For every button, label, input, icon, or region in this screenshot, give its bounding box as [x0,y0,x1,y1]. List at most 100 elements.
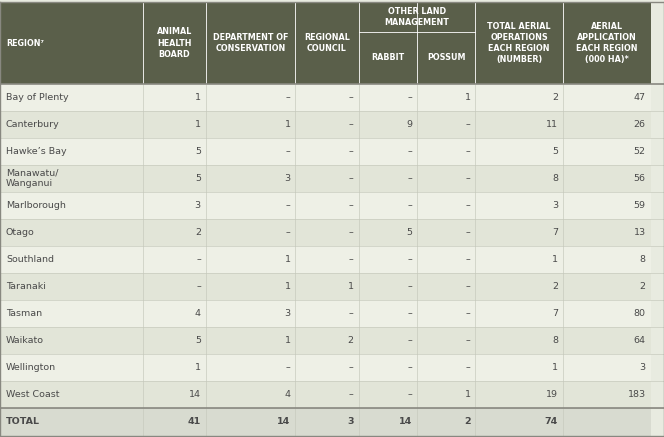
Bar [0,381,143,408]
Bar [295,327,359,354]
Text: –: – [349,390,353,399]
Text: 2: 2 [552,93,558,102]
Bar [143,273,206,300]
Text: West Coast: West Coast [6,390,60,399]
Text: –: – [349,363,353,372]
Text: 4: 4 [284,390,290,399]
Bar [295,2,359,84]
Bar [563,2,651,84]
Bar [475,2,563,84]
Text: 41: 41 [188,417,201,427]
Text: –: – [465,174,470,183]
Text: 3: 3 [195,201,201,210]
Text: 8: 8 [552,336,558,345]
Text: 2: 2 [195,228,201,237]
Text: 5: 5 [406,228,412,237]
Text: 4: 4 [195,309,201,318]
Text: 3: 3 [639,363,645,372]
Text: 47: 47 [633,93,645,102]
Bar [359,273,417,300]
Bar [206,111,295,138]
Bar [359,408,417,436]
Text: –: – [465,228,470,237]
Text: TOTAL AERIAL
OPERATIONS
EACH REGION
(NUMBER): TOTAL AERIAL OPERATIONS EACH REGION (NUM… [487,22,551,64]
Bar [417,246,475,273]
Text: –: – [196,255,201,264]
Bar [563,381,651,408]
Bar [143,111,206,138]
Text: –: – [286,93,290,102]
Bar [295,219,359,246]
Text: POSSUM: POSSUM [427,53,465,62]
Bar [143,2,206,84]
Text: Marlborough: Marlborough [6,201,66,210]
Bar [359,219,417,246]
Text: 1: 1 [195,93,201,102]
Text: REGION⁷: REGION⁷ [6,38,44,48]
Bar [417,84,475,111]
Text: –: – [286,147,290,156]
Text: AERIAL
APPLICATION
EACH REGION
(000 HA)*: AERIAL APPLICATION EACH REGION (000 HA)* [576,22,637,64]
Text: Waikato: Waikato [6,336,44,345]
Bar [143,219,206,246]
Text: 2: 2 [463,417,470,427]
Text: –: – [465,255,470,264]
Bar [359,165,417,192]
Text: –: – [465,336,470,345]
Text: 3: 3 [347,417,353,427]
Text: –: – [349,201,353,210]
Text: 74: 74 [545,417,558,427]
Text: Southland: Southland [6,255,54,264]
Text: Manawatu/
Wanganui: Manawatu/ Wanganui [6,169,58,188]
Text: –: – [286,228,290,237]
Bar [475,246,563,273]
Text: –: – [465,363,470,372]
Bar [295,381,359,408]
Text: 1: 1 [347,282,353,291]
Bar [359,246,417,273]
Bar [359,300,417,327]
Text: –: – [465,120,470,129]
Bar [143,354,206,381]
Text: 1: 1 [284,336,290,345]
Bar [475,192,563,219]
Bar [475,408,563,436]
Text: 2: 2 [639,282,645,291]
Text: 59: 59 [633,201,645,210]
Text: 64: 64 [633,336,645,345]
Text: –: – [407,147,412,156]
Text: –: – [349,93,353,102]
Text: –: – [465,282,470,291]
Text: 1: 1 [552,255,558,264]
Text: 19: 19 [546,390,558,399]
Text: Bay of Plenty: Bay of Plenty [6,93,68,102]
Bar [143,381,206,408]
Text: 80: 80 [633,309,645,318]
Bar [206,165,295,192]
Text: 1: 1 [464,390,470,399]
Text: 1: 1 [195,120,201,129]
Bar [563,219,651,246]
Bar [475,84,563,111]
Text: 14: 14 [399,417,412,427]
Bar [295,354,359,381]
Text: –: – [407,201,412,210]
Bar [417,111,475,138]
Bar [0,273,143,300]
Text: –: – [286,201,290,210]
Text: 9: 9 [406,120,412,129]
Text: –: – [407,309,412,318]
Bar [143,138,206,165]
Text: –: – [349,120,353,129]
Bar [417,219,475,246]
Bar [359,381,417,408]
Text: –: – [465,201,470,210]
Bar [0,84,143,111]
Text: 3: 3 [284,309,290,318]
Text: 1: 1 [464,93,470,102]
Text: –: – [349,147,353,156]
Bar [359,2,417,84]
Bar [417,327,475,354]
Bar [563,354,651,381]
Bar [143,327,206,354]
